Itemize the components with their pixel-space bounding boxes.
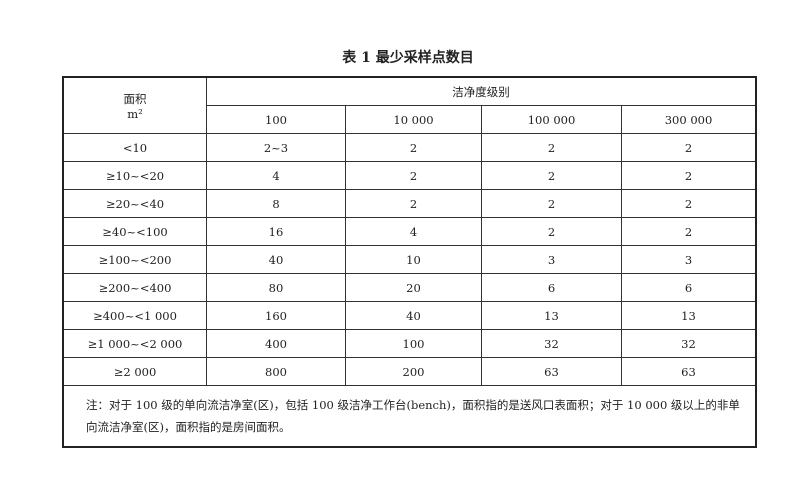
class-100: 100 xyxy=(206,105,346,134)
table-row: ≥2 000 800 200 63 63 xyxy=(62,357,757,386)
value-cell: 400 xyxy=(206,329,346,358)
value-cell: 4 xyxy=(345,217,482,246)
area-header: 面积 m² xyxy=(62,76,207,134)
area-cell: <10 xyxy=(62,133,207,162)
area-cell: ≥1 000~<2 000 xyxy=(62,329,207,358)
table-row: ≥400~<1 000 160 40 13 13 xyxy=(62,301,757,330)
sampling-points-table: 面积 m² 洁净度级别 100 10 000 100 000 300 000 <1… xyxy=(62,76,757,448)
class-300000: 300 000 xyxy=(621,105,757,134)
value-cell: 2 xyxy=(345,133,482,162)
value-cell: 6 xyxy=(621,273,757,302)
area-label: 面积 xyxy=(123,91,147,106)
value-cell: 2 xyxy=(481,133,622,162)
value-cell: 2 xyxy=(621,217,757,246)
class-header: 洁净度级别 xyxy=(206,76,757,106)
value-cell: 63 xyxy=(481,357,622,386)
value-cell: 20 xyxy=(345,273,482,302)
value-cell: 2 xyxy=(481,189,622,218)
class-10000: 10 000 xyxy=(345,105,482,134)
value-cell: 6 xyxy=(481,273,622,302)
value-cell: 160 xyxy=(206,301,346,330)
value-cell: 3 xyxy=(481,245,622,274)
table-note: 注：对于 100 级的单向流洁净室(区)，包括 100 级洁净工作台(bench… xyxy=(62,385,757,448)
value-cell: 100 xyxy=(345,329,482,358)
table-row: ≥200~<400 80 20 6 6 xyxy=(62,273,757,302)
value-cell: 16 xyxy=(206,217,346,246)
value-cell: 32 xyxy=(481,329,622,358)
value-cell: 2 xyxy=(621,189,757,218)
value-cell: 10 xyxy=(345,245,482,274)
value-cell: 2 xyxy=(481,161,622,190)
value-cell: 3 xyxy=(621,245,757,274)
value-cell: 2 xyxy=(621,161,757,190)
table-row: <10 2~3 2 2 2 xyxy=(62,133,757,162)
area-cell: ≥40~<100 xyxy=(62,217,207,246)
area-cell: ≥20~<40 xyxy=(62,189,207,218)
class-row: 100 10 000 100 000 300 000 xyxy=(63,105,757,134)
table-row: ≥1 000~<2 000 400 100 32 32 xyxy=(62,329,757,358)
area-cell: ≥400~<1 000 xyxy=(62,301,207,330)
value-cell: 2 xyxy=(345,189,482,218)
header-row: 面积 m² 洁净度级别 xyxy=(62,76,757,134)
table-title: 表 1 最少采样点数目 xyxy=(342,50,474,66)
value-cell: 13 xyxy=(621,301,757,330)
area-cell: ≥100~<200 xyxy=(62,245,207,274)
class-100000: 100 000 xyxy=(481,105,622,134)
table-row: ≥20~<40 8 2 2 2 xyxy=(62,189,757,218)
value-cell: 63 xyxy=(621,357,757,386)
table-row: ≥100~<200 40 10 3 3 xyxy=(62,245,757,274)
value-cell: 40 xyxy=(345,301,482,330)
value-cell: 4 xyxy=(206,161,346,190)
value-cell: 8 xyxy=(206,189,346,218)
note-row: 注：对于 100 级的单向流洁净室(区)，包括 100 级洁净工作台(bench… xyxy=(62,385,757,448)
value-cell: 2 xyxy=(481,217,622,246)
area-unit: m² xyxy=(127,106,143,121)
value-cell: 13 xyxy=(481,301,622,330)
table-row: ≥40~<100 16 4 2 2 xyxy=(62,217,757,246)
area-cell: ≥2 000 xyxy=(62,357,207,386)
value-cell: 800 xyxy=(206,357,346,386)
value-cell: 2~3 xyxy=(206,133,346,162)
table-row: ≥10~<20 4 2 2 2 xyxy=(62,161,757,190)
area-cell: ≥200~<400 xyxy=(62,273,207,302)
value-cell: 200 xyxy=(345,357,482,386)
value-cell: 40 xyxy=(206,245,346,274)
value-cell: 2 xyxy=(621,133,757,162)
value-cell: 32 xyxy=(621,329,757,358)
area-cell: ≥10~<20 xyxy=(62,161,207,190)
value-cell: 2 xyxy=(345,161,482,190)
value-cell: 80 xyxy=(206,273,346,302)
